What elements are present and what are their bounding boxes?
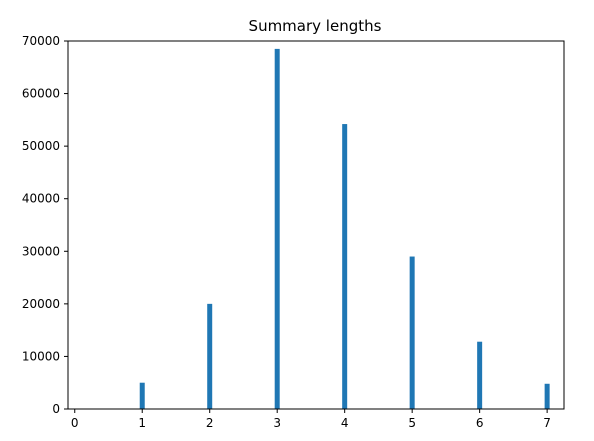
y-tick-label: 0	[52, 402, 60, 416]
x-tick-label: 4	[341, 416, 349, 430]
bar-1	[139, 382, 145, 409]
chart-title: Summary lengths	[249, 17, 382, 35]
x-tick-label: 6	[476, 416, 484, 430]
x-axis-ticks: 0 1 2 3 4 5 6 7	[71, 409, 551, 430]
x-tick-label: 2	[206, 416, 214, 430]
y-axis-ticks: 0 10000 20000 30000 40000 50000 60000 70000	[22, 34, 68, 416]
y-tick-label: 60000	[22, 87, 60, 101]
bars-group	[139, 48, 550, 409]
bar-3	[274, 48, 280, 409]
x-tick-label: 0	[71, 416, 79, 430]
bar-7	[544, 383, 550, 409]
y-tick-label: 70000	[22, 34, 60, 48]
bar-4	[342, 124, 348, 409]
y-tick-label: 10000	[22, 349, 60, 363]
bar-6	[477, 341, 483, 409]
x-tick-label: 5	[408, 416, 416, 430]
y-tick-label: 30000	[22, 244, 60, 258]
x-tick-label: 1	[138, 416, 146, 430]
axes-frame	[67, 40, 565, 410]
y-tick-label: 20000	[22, 297, 60, 311]
y-tick-label: 50000	[22, 139, 60, 153]
y-tick-label: 40000	[22, 192, 60, 206]
bar-5	[409, 256, 415, 409]
x-tick-label: 3	[273, 416, 281, 430]
bar-2	[207, 303, 213, 409]
x-tick-label: 7	[543, 416, 551, 430]
